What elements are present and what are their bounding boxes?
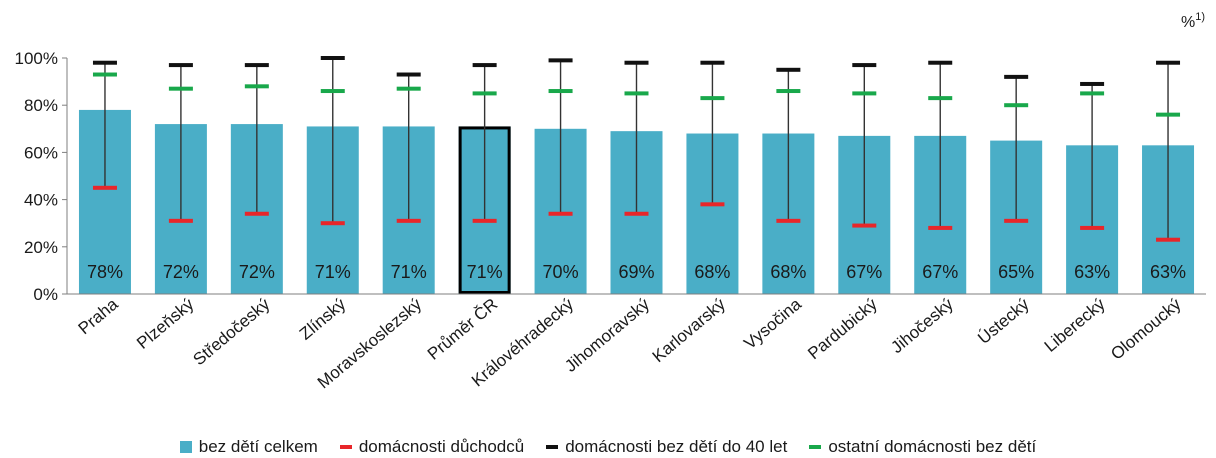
marker-under40 [548, 58, 573, 63]
marker-other [548, 89, 573, 94]
x-category-label: Jihomoravský [561, 294, 653, 376]
marker-pensioners [852, 223, 877, 228]
x-category-label: Středočeský [190, 294, 274, 369]
legend-swatch-other [809, 445, 822, 449]
y-axis: 0% 20% 40% 60% 80% 100% [15, 49, 68, 304]
marker-under40 [700, 60, 725, 65]
marker-other [92, 72, 117, 77]
marker-pensioners [776, 218, 801, 223]
marker-other [1156, 112, 1181, 117]
y-tick-label: 40% [24, 191, 58, 210]
y-tick-label: 100% [15, 49, 58, 68]
x-category-label: Zlínský [296, 294, 350, 343]
marker-under40 [928, 60, 953, 65]
marker-under40 [168, 63, 193, 68]
marker-pensioners [624, 211, 649, 216]
marker-pensioners [1156, 237, 1181, 242]
marker-other [396, 86, 421, 91]
marker-under40 [624, 60, 649, 65]
marker-under40 [1080, 81, 1105, 86]
data-label: 72% [163, 262, 199, 282]
legend-swatch-pensioners [339, 445, 352, 449]
range-lines [104, 58, 1169, 240]
x-category-label: Jihočeský [887, 294, 957, 357]
marker-under40 [244, 63, 269, 68]
x-category-label: Ústecký [974, 294, 1033, 348]
x-category-label: Olomoucký [1107, 294, 1185, 364]
marker-other [244, 84, 269, 89]
legend-label-other: ostatní domácnosti bez dětí [828, 437, 1037, 456]
x-category-label: Plzeňský [133, 294, 198, 353]
marker-pensioners [396, 218, 421, 223]
y-tick-label: 0% [33, 285, 58, 304]
marker-pensioners [928, 225, 953, 230]
legend-item-total: bez dětí celkem [179, 437, 318, 457]
legend-swatch-total [179, 441, 192, 453]
x-category-label: Liberecký [1041, 294, 1109, 356]
marker-under40 [320, 56, 345, 60]
marker-pensioners [92, 185, 117, 190]
marker-under40 [776, 67, 801, 72]
marker-pensioners [548, 211, 573, 216]
marker-other [624, 91, 649, 96]
marker-pensioners [1004, 218, 1029, 223]
x-category-label: Pardubický [804, 294, 881, 363]
marker-other [320, 89, 345, 94]
legend-item-pensioners: domácnosti důchodců [339, 437, 525, 457]
x-category-label: Vysočina [740, 294, 805, 353]
chart: 0% 20% 40% 60% 80% 100% 78% 72% 72% 71% 71% 71% 70%… [15, 11, 1206, 392]
legend-label-pensioners: domácnosti důchodců [358, 437, 525, 456]
marker-other [1004, 103, 1029, 108]
x-category-label: Karlovarský [649, 294, 730, 366]
data-label: 67% [922, 262, 958, 282]
legend: bez dětí celkem domácnosti důchodců domá… [0, 436, 1216, 458]
data-label: 71% [467, 262, 503, 282]
legend-label-under40: domácnosti bez dětí do 40 let [565, 437, 788, 456]
marker-other [472, 91, 497, 96]
marker-pensioners [320, 221, 345, 226]
marker-pensioners [244, 211, 269, 216]
data-label: 68% [694, 262, 730, 282]
y-tick-label: 60% [24, 143, 58, 162]
unit-label: %1) [1181, 11, 1205, 31]
data-label: 63% [1150, 262, 1186, 282]
data-label: 63% [1074, 262, 1110, 282]
data-label: 65% [998, 262, 1034, 282]
marker-under40 [472, 63, 497, 68]
marker-pensioners [700, 202, 725, 207]
data-label: 78% [87, 262, 123, 282]
legend-item-other: ostatní domácnosti bez dětí [809, 437, 1036, 457]
x-category-label: Průměr ČR [424, 295, 501, 364]
y-tick-label: 20% [24, 238, 58, 257]
legend-label-total: bez dětí celkem [198, 437, 318, 456]
marker-pensioners [168, 218, 193, 223]
marker-other [700, 96, 725, 101]
marker-pensioners [472, 218, 497, 223]
marker-other [168, 86, 193, 91]
legend-item-under40: domácnosti bez dětí do 40 let [546, 437, 787, 457]
y-tick-label: 80% [24, 96, 58, 115]
marker-under40 [852, 63, 877, 68]
marker-under40 [396, 72, 421, 77]
marker-other [852, 91, 877, 96]
legend-swatch-under40 [546, 445, 559, 449]
marker-other [928, 96, 953, 101]
marker-other [1080, 91, 1105, 96]
data-label: 67% [846, 262, 882, 282]
marker-under40 [1156, 60, 1181, 65]
marker-other [776, 89, 801, 94]
marker-pensioners [1080, 225, 1105, 230]
data-labels: 78% 72% 72% 71% 71% 71% 70% 69% 68% 68% 67% 67% 65% 6… [87, 262, 1186, 282]
data-label: 71% [315, 262, 351, 282]
data-label: 70% [543, 262, 579, 282]
data-label: 71% [391, 262, 427, 282]
data-label: 68% [770, 262, 806, 282]
markers [92, 56, 1181, 242]
data-label: 69% [618, 262, 654, 282]
data-label: 72% [239, 262, 275, 282]
marker-under40 [1004, 74, 1029, 79]
marker-under40 [92, 60, 117, 65]
x-category-label: Praha [75, 294, 122, 338]
